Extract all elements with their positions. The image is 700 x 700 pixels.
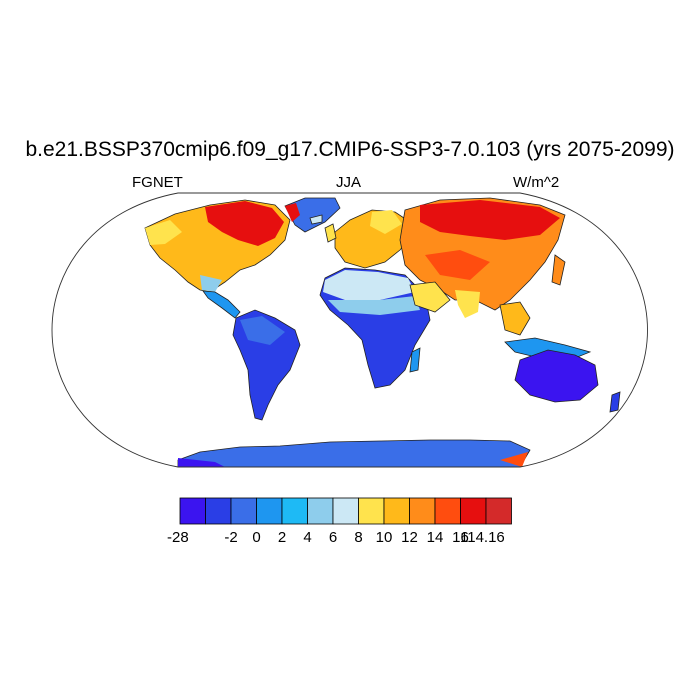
colorbar-tick-label: -28 — [167, 529, 189, 546]
iceland — [309, 214, 323, 225]
australia — [514, 349, 599, 403]
south-america-north — [240, 316, 285, 345]
globe-outline — [51, 192, 648, 468]
colorbar-swatch — [332, 497, 359, 525]
colorbar-tick-label: 8 — [354, 529, 362, 546]
greenland — [284, 197, 341, 233]
colorbar-swatch — [485, 497, 512, 525]
central-asia — [425, 250, 490, 280]
center-label: JJA — [336, 174, 362, 191]
colorbar-tick-label: -2 — [224, 529, 237, 546]
north-america-canada — [205, 201, 284, 246]
british-isles — [324, 223, 337, 243]
colorbar-swatch — [358, 497, 385, 525]
central-america — [202, 290, 241, 319]
antarctica-edge — [500, 452, 528, 467]
colorbar-swatch — [179, 497, 206, 525]
colorbar-tick-label: 6 — [329, 529, 337, 546]
colorbar-tick-label: 0 — [252, 529, 260, 546]
colorbar-tick-label: 114.16 — [460, 529, 505, 546]
colorbar-swatch — [230, 497, 257, 525]
colorbar-tick-label: 2 — [278, 529, 286, 546]
left-label: FGNET — [132, 174, 183, 191]
colorbar-tick-label: 14 — [427, 529, 444, 546]
colorbar-tick-label: 12 — [401, 529, 418, 546]
colorbar-swatch — [281, 497, 308, 525]
colorbar-swatch — [383, 497, 410, 525]
antarctica-edge — [178, 458, 225, 467]
colorbar-swatch — [307, 497, 334, 525]
colorbar-swatch — [434, 497, 461, 525]
madagascar — [409, 347, 421, 373]
colorbar-swatch — [460, 497, 487, 525]
siberia — [420, 200, 560, 240]
colorbar-swatch — [409, 497, 436, 525]
colorbar-tick-label: 10 — [376, 529, 393, 546]
colorbar-swatch — [256, 497, 283, 525]
arabia — [409, 281, 451, 313]
north-africa — [323, 270, 415, 300]
new-zealand — [609, 391, 621, 413]
antarctica — [177, 439, 531, 467]
sahel — [328, 296, 420, 315]
south-asia — [455, 290, 480, 318]
colorbar-tick-label: 4 — [303, 529, 311, 546]
japan — [551, 254, 566, 286]
chart-title: b.e21.BSSP370cmip6.f09_g17.CMIP6-SSP3-7.… — [25, 138, 675, 161]
southeast-asia — [499, 301, 531, 336]
colorbar-swatch — [205, 497, 232, 525]
colorbar-tick-label: 16 — [452, 529, 469, 546]
alaska — [145, 220, 182, 245]
greenland-rim — [285, 203, 300, 222]
units-label: W/m^2 — [513, 174, 560, 191]
scandinavia — [370, 210, 402, 234]
usa-south — [200, 275, 222, 292]
